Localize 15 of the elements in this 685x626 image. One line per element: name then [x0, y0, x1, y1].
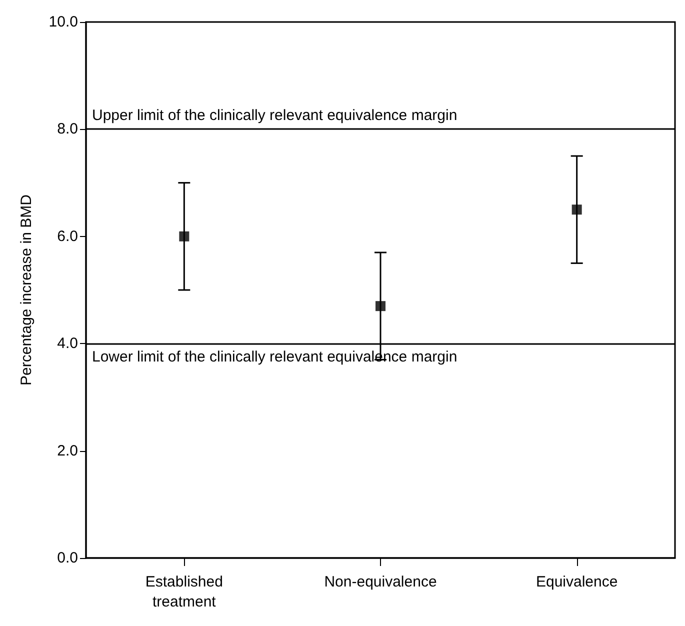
y-tick-label: 8.0 — [57, 120, 78, 138]
y-tick-label: 2.0 — [57, 442, 78, 460]
y-tick-label: 0.0 — [57, 550, 78, 566]
ref-line-label: Upper limit of the clinically relevant equivalence margin — [92, 107, 458, 124]
point — [572, 204, 582, 215]
ref-line-label: Lower limit of the clinically relevant equivalence margin — [92, 348, 458, 366]
y-tick-label: 10.0 — [48, 14, 78, 30]
y-tick-label: 4.0 — [57, 335, 78, 352]
point — [179, 231, 190, 242]
y-tick-label: 6.0 — [57, 228, 78, 245]
point — [376, 301, 386, 312]
x-tick-label: Established treatment — [145, 574, 223, 610]
x-tick-label: Non-equivalence — [324, 574, 437, 590]
y-axis-title: Percentage increase in BMD — [18, 194, 35, 386]
x-tick-label: Equivalence — [536, 574, 618, 590]
